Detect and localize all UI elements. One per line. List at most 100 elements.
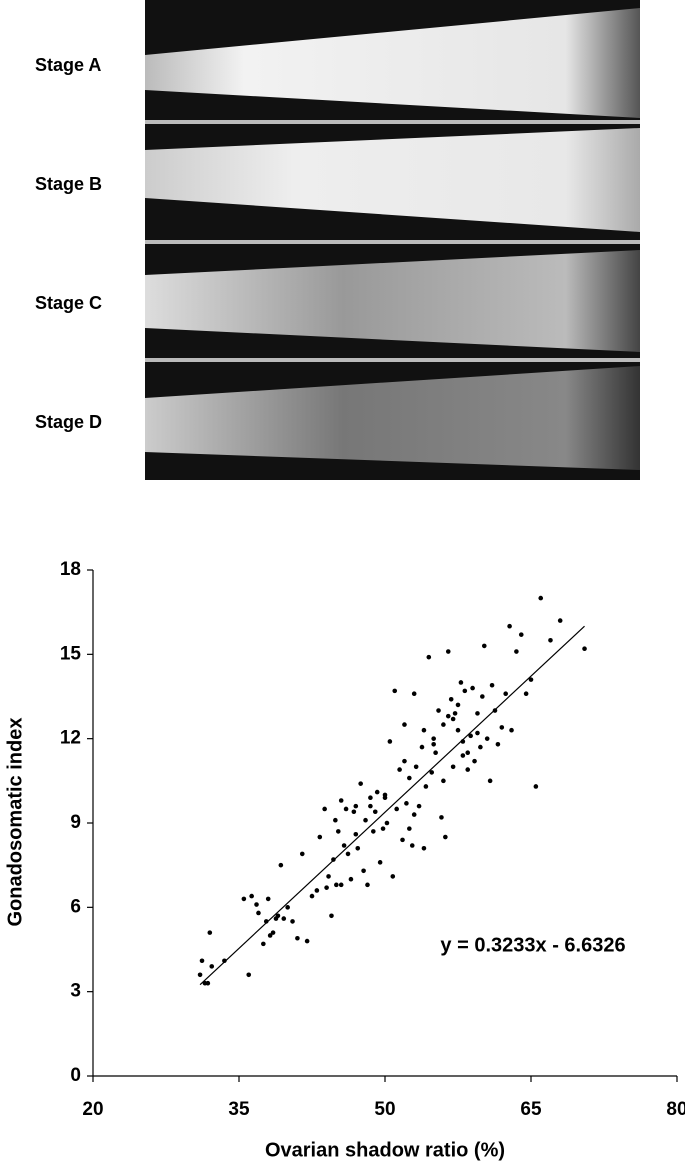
data-point <box>421 846 427 851</box>
data-point <box>518 632 524 637</box>
data-point <box>400 837 405 843</box>
data-point <box>197 972 203 978</box>
data-point <box>409 843 415 848</box>
data-point <box>416 803 422 809</box>
stage-label: Stage A <box>35 55 101 75</box>
data-point <box>472 758 477 764</box>
strip-divider <box>145 240 640 244</box>
data-point <box>261 941 266 947</box>
xray-strip <box>145 128 640 232</box>
xray-strip <box>145 8 640 118</box>
data-point <box>465 750 471 756</box>
data-point <box>222 958 227 964</box>
strip-divider <box>145 120 640 124</box>
stage-label: Stage C <box>35 293 102 313</box>
data-point <box>475 730 480 736</box>
data-point <box>450 764 456 770</box>
data-point <box>528 677 534 682</box>
data-point <box>452 711 458 716</box>
data-point <box>246 972 252 978</box>
data-point <box>499 725 505 730</box>
data-point <box>371 829 376 834</box>
data-point <box>209 964 215 969</box>
data-point <box>285 905 290 910</box>
data-point <box>433 750 438 756</box>
data-point <box>335 829 341 834</box>
data-point <box>411 691 417 696</box>
data-point <box>426 654 432 660</box>
data-point <box>368 803 373 809</box>
xray-strip <box>145 366 640 470</box>
data-point <box>431 736 436 741</box>
x-tick-label: 80 <box>666 1099 685 1120</box>
stage-label: Stage D <box>35 412 102 432</box>
data-point <box>538 595 544 601</box>
x-axis-title: Ovarian shadow ratio (%) <box>265 1139 505 1161</box>
data-point <box>523 691 529 696</box>
data-point <box>548 637 553 643</box>
data-point <box>441 722 446 727</box>
data-point <box>487 778 493 784</box>
data-point <box>455 702 461 708</box>
data-point <box>368 795 373 800</box>
data-point <box>533 784 539 789</box>
y-tick-label: 0 <box>70 1065 81 1086</box>
data-point <box>439 815 444 820</box>
data-point <box>380 826 386 831</box>
data-point <box>489 682 495 688</box>
data-point <box>322 806 327 812</box>
data-point <box>329 913 334 919</box>
xray-strip <box>145 250 640 352</box>
data-point <box>481 643 487 649</box>
data-point <box>363 817 368 823</box>
data-point <box>429 770 435 775</box>
data-point <box>411 812 417 817</box>
data-point <box>338 798 344 803</box>
data-point <box>465 767 471 772</box>
data-point <box>324 885 329 890</box>
data-point <box>468 733 473 739</box>
data-point <box>207 930 213 935</box>
data-point <box>484 736 490 741</box>
data-point <box>441 778 446 784</box>
data-point <box>394 806 399 812</box>
data-point <box>390 874 396 879</box>
data-point <box>304 938 310 944</box>
data-point <box>495 741 501 747</box>
data-point <box>402 722 407 727</box>
data-point <box>413 764 419 770</box>
data-point <box>503 691 508 696</box>
data-point <box>249 893 254 899</box>
data-point <box>270 930 276 935</box>
x-tick-label: 50 <box>374 1099 395 1120</box>
y-axis-title: Gonadosomatic index <box>4 718 26 927</box>
data-point <box>205 980 211 986</box>
data-point <box>509 727 514 733</box>
data-point <box>355 846 361 851</box>
data-point <box>421 727 427 733</box>
equation-annotation: y = 0.3233x - 6.6326 <box>440 934 625 956</box>
data-point <box>407 826 412 831</box>
x-tick-label: 20 <box>82 1099 103 1120</box>
data-point <box>443 834 448 840</box>
data-point <box>333 817 338 823</box>
data-point <box>382 795 388 800</box>
data-point <box>480 694 485 699</box>
data-point <box>404 801 409 806</box>
data-point <box>334 882 339 888</box>
data-point <box>299 851 305 857</box>
y-tick-label: 9 <box>70 812 81 833</box>
data-point <box>353 831 359 837</box>
data-point <box>514 649 519 654</box>
xray-images <box>145 0 640 480</box>
y-tick-label: 18 <box>60 559 81 580</box>
data-point <box>475 711 480 716</box>
data-point <box>377 860 383 865</box>
data-point <box>343 806 349 812</box>
data-point <box>460 753 466 758</box>
data-point <box>384 820 390 826</box>
data-point <box>256 910 261 916</box>
data-point <box>254 902 259 907</box>
data-point <box>462 688 468 694</box>
